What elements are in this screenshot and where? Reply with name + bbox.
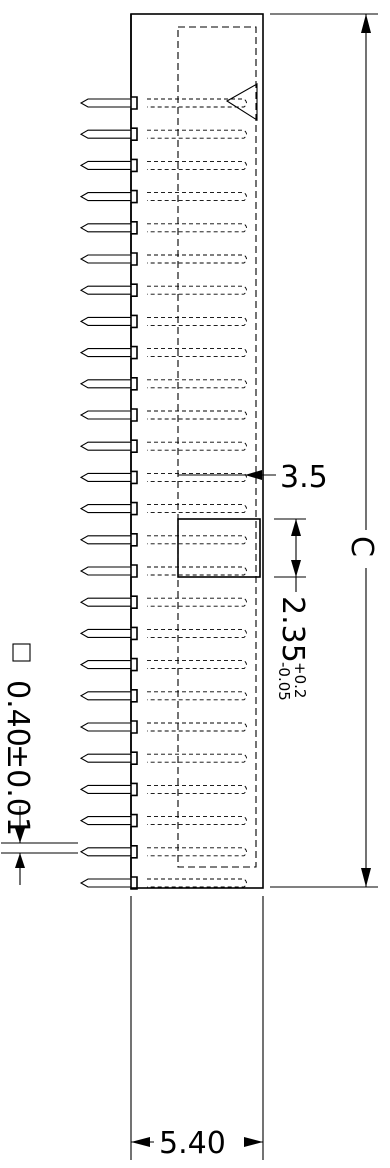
pin1-marker-icon <box>225 83 258 121</box>
pin <box>79 223 247 233</box>
pin-tolerance-label: ±0.01 <box>0 744 35 836</box>
pin <box>79 504 247 514</box>
square-symbol-icon <box>12 643 31 662</box>
pin <box>79 348 247 358</box>
pin <box>79 472 247 482</box>
pin <box>79 660 247 670</box>
pin <box>79 847 247 857</box>
pitch-label: 3.5 <box>280 460 328 495</box>
pin <box>79 129 247 139</box>
pin <box>79 254 247 264</box>
slot-box <box>177 518 261 578</box>
slot-tol-minus: -0.05 <box>275 662 293 701</box>
pin <box>79 628 247 638</box>
pin-square-dimension: 0.40 ±0.01 <box>0 643 78 885</box>
pin <box>79 98 247 108</box>
pin <box>79 566 247 576</box>
pin <box>79 160 247 170</box>
pitch-dimension: 3.5 <box>178 460 328 495</box>
pin <box>79 753 247 763</box>
body-width-label: 5.40 <box>159 1126 226 1161</box>
pin-array <box>79 14 247 890</box>
pin <box>79 722 247 732</box>
pin <box>79 410 247 420</box>
overall-length-label: C <box>344 536 379 557</box>
pin <box>79 441 247 451</box>
pin <box>79 878 247 888</box>
pin <box>79 285 247 295</box>
overall-length-dimension: C <box>270 13 379 888</box>
housing-cavity <box>177 26 257 868</box>
pin <box>79 316 247 326</box>
pin <box>79 691 247 701</box>
housing-body <box>130 13 264 889</box>
housing-pin-notches <box>130 14 138 890</box>
pin-size-label: 0.40 <box>0 680 35 747</box>
pin <box>79 597 247 607</box>
pin <box>79 784 247 794</box>
pin <box>79 816 247 826</box>
slot-dimension: 2.35 +0.2 -0.05 <box>274 518 310 701</box>
pin <box>79 192 247 202</box>
pin <box>79 535 247 545</box>
body-width-dimension: 5.40 <box>130 896 264 1161</box>
pin <box>79 379 247 389</box>
slot-height-label: 2.35 <box>275 596 310 663</box>
slot-tol-plus: +0.2 <box>291 662 309 698</box>
